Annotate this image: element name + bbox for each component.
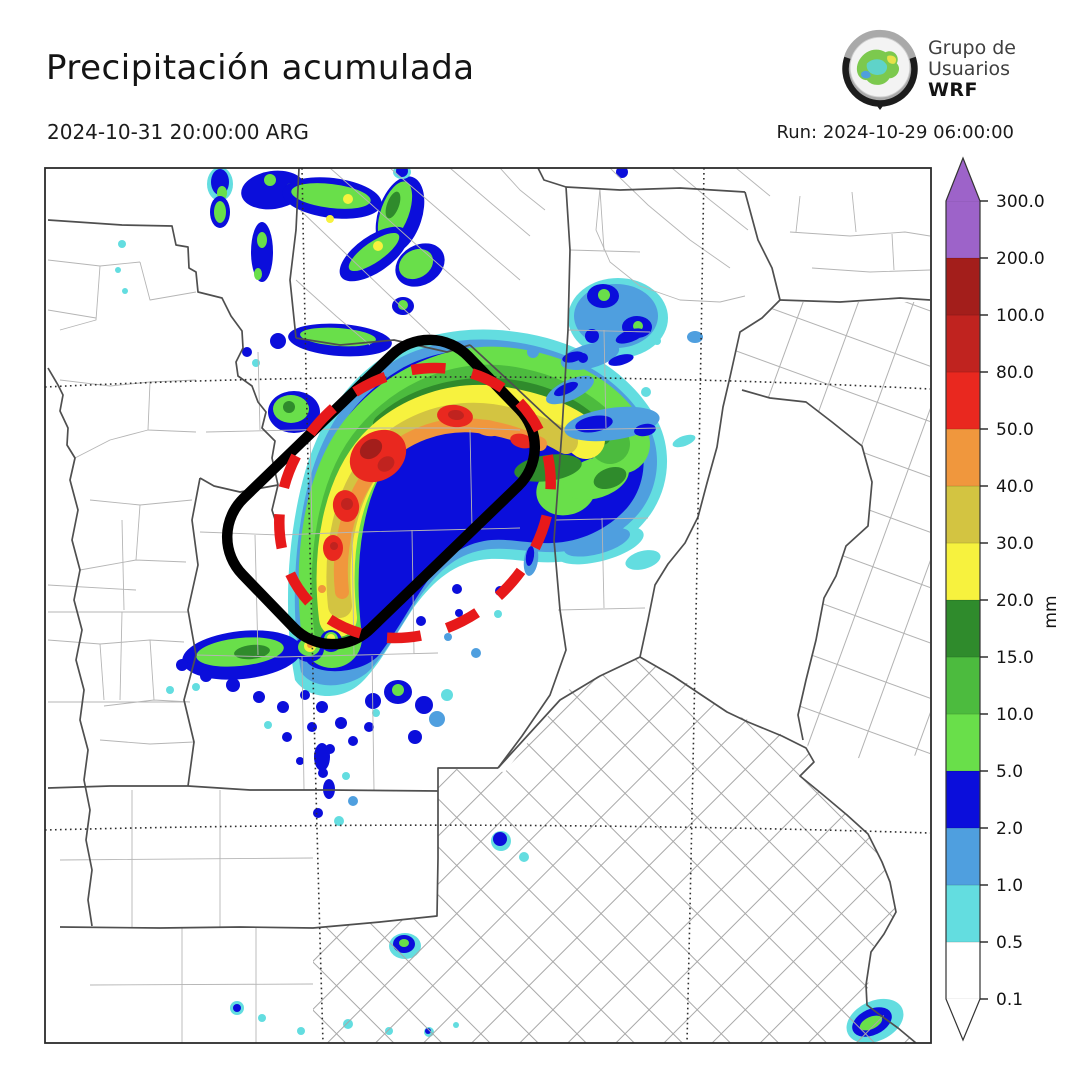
- colorbar-segment: [945, 884, 981, 943]
- graticule-lines: [45, 168, 931, 1043]
- department-boundaries: [47, 168, 931, 1043]
- colorbar-tick-label: 1.0: [996, 876, 1023, 896]
- colorbar-tick-label: 20.0: [996, 591, 1034, 611]
- logo-line1: Grupo de: [927, 36, 1016, 59]
- run-time-label: Run: 2024-10-29 06:00:00: [776, 122, 1014, 143]
- colorbar-segment: [945, 314, 981, 373]
- colorbar-tick-label: 0.5: [996, 933, 1023, 953]
- colorbar: 0.1 0.5 1.0 2.0 5.0 10.0 15.0 20.0 30.0 40.0 50.0 8…: [945, 156, 1061, 1042]
- colorbar-segment: [945, 428, 981, 487]
- valid-time-label: 2024-10-31 20:00:00 ARG: [47, 120, 309, 144]
- colorbar-tick-label: 50.0: [996, 420, 1034, 440]
- colorbar-unit-label: mm: [1041, 595, 1061, 628]
- colorbar-segment: [945, 599, 981, 658]
- colorbar-segment: [945, 941, 981, 1000]
- colorbar-segment: [945, 656, 981, 715]
- globe-weather-icon: [842, 29, 918, 110]
- colorbar-tick-label: 200.0: [996, 249, 1045, 269]
- wrf-users-group-logo: Grupo de Usuarios WRF: [840, 28, 1016, 110]
- colorbar-segment: [945, 485, 981, 544]
- annotations: [221, 334, 556, 650]
- colorbar-tick-label: 15.0: [996, 648, 1034, 668]
- colorbar-segment: [945, 257, 981, 316]
- colorbar-segment: [945, 713, 981, 772]
- colorbar-tick-label: 0.1: [996, 990, 1023, 1010]
- colorbar-segment: [945, 827, 981, 886]
- colorbar-segment: [945, 200, 981, 259]
- colorbar-tick-label: 40.0: [996, 477, 1034, 497]
- page-title: Precipitación acumulada: [46, 48, 475, 88]
- colorbar-tick-label: 100.0: [996, 306, 1045, 326]
- colorbar-tick-label: 300.0: [996, 192, 1045, 212]
- colorbar-segment: [945, 770, 981, 829]
- colorbar-tick-label: 30.0: [996, 534, 1034, 554]
- colorbar-segment: [945, 542, 981, 601]
- colorbar-tick-label: 5.0: [996, 762, 1023, 782]
- colorbar-under-arrow: [946, 999, 980, 1040]
- precip-north-cluster: [115, 168, 703, 448]
- colorbar-tick-label: 2.0: [996, 819, 1023, 839]
- colorbar-tick-label: 80.0: [996, 363, 1034, 383]
- logo-line3: WRF: [927, 78, 979, 101]
- logo-line2: Usuarios: [927, 57, 1011, 80]
- map-frame: [44, 167, 932, 1044]
- colorbar-tick-label: 10.0: [996, 705, 1034, 725]
- colorbar-segment: [945, 371, 981, 430]
- colorbar-over-arrow: [946, 158, 980, 201]
